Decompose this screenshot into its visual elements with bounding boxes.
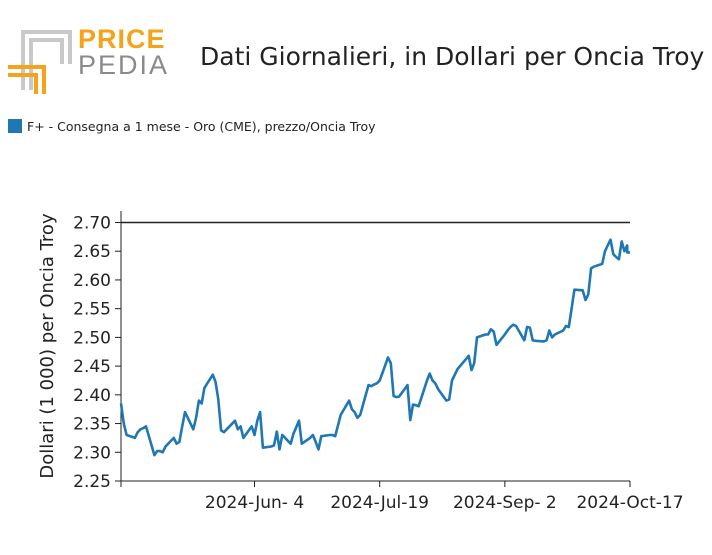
x-tick-label: 2024-Oct-17 xyxy=(576,493,683,513)
y-tick-label: 2.70 xyxy=(73,213,111,233)
y-tick-label: 2.50 xyxy=(73,328,111,348)
y-axis-title: Dollari (1 000) per Oncia Troy xyxy=(37,213,58,479)
legend-swatch xyxy=(8,119,22,133)
y-tick-label: 2.25 xyxy=(73,472,111,492)
series-line xyxy=(119,238,630,457)
y-tick-label: 2.55 xyxy=(73,300,111,320)
logo-mark-icon xyxy=(8,30,72,94)
x-tick-label: 2024-Jul-19 xyxy=(330,493,429,513)
pricepedia-logo: PRICE PEDIA xyxy=(8,20,168,95)
chart-title: Dati Giornalieri, in Dollari per Oncia T… xyxy=(200,42,705,71)
logo-text-pedia: PEDIA xyxy=(78,50,170,80)
y-tick-label: 2.60 xyxy=(73,271,111,291)
legend: F+ - Consegna a 1 mese - Oro (CME), prez… xyxy=(8,118,376,134)
legend-label: F+ - Consegna a 1 mese - Oro (CME), prez… xyxy=(27,118,376,134)
y-tick-label: 2.30 xyxy=(73,443,111,463)
logo-text-price: PRICE xyxy=(78,24,166,54)
x-tick-label: 2024-Jun- 4 xyxy=(205,493,304,513)
y-tick-label: 2.35 xyxy=(73,415,111,435)
y-tick-label: 2.45 xyxy=(73,357,111,377)
y-tick-label: 2.65 xyxy=(73,242,111,262)
y-tick-label: 2.40 xyxy=(73,386,111,406)
x-tick-label: 2024-Sep- 2 xyxy=(453,493,557,513)
